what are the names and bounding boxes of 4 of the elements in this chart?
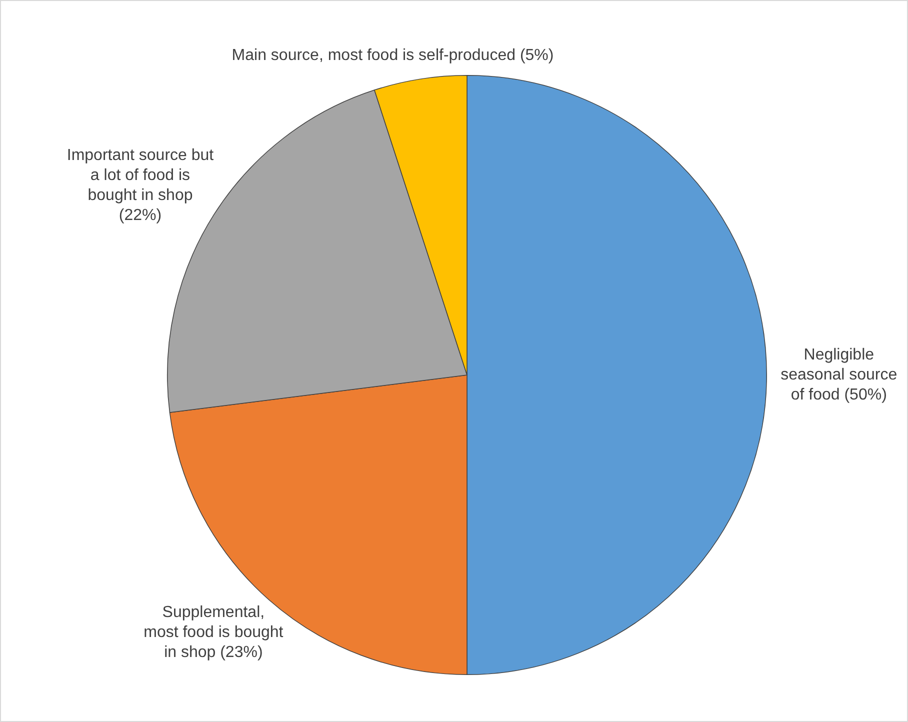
slice-label: Supplemental, most food is bought in shop (23%) <box>144 604 284 662</box>
slice-label: Negligible seasonal source of food (50%) <box>780 346 898 404</box>
slice-label: Main source, most food is self-produced (5%) <box>232 46 554 64</box>
slice-label: Important source but a lot of food is bought in shop (22%) <box>66 146 214 224</box>
